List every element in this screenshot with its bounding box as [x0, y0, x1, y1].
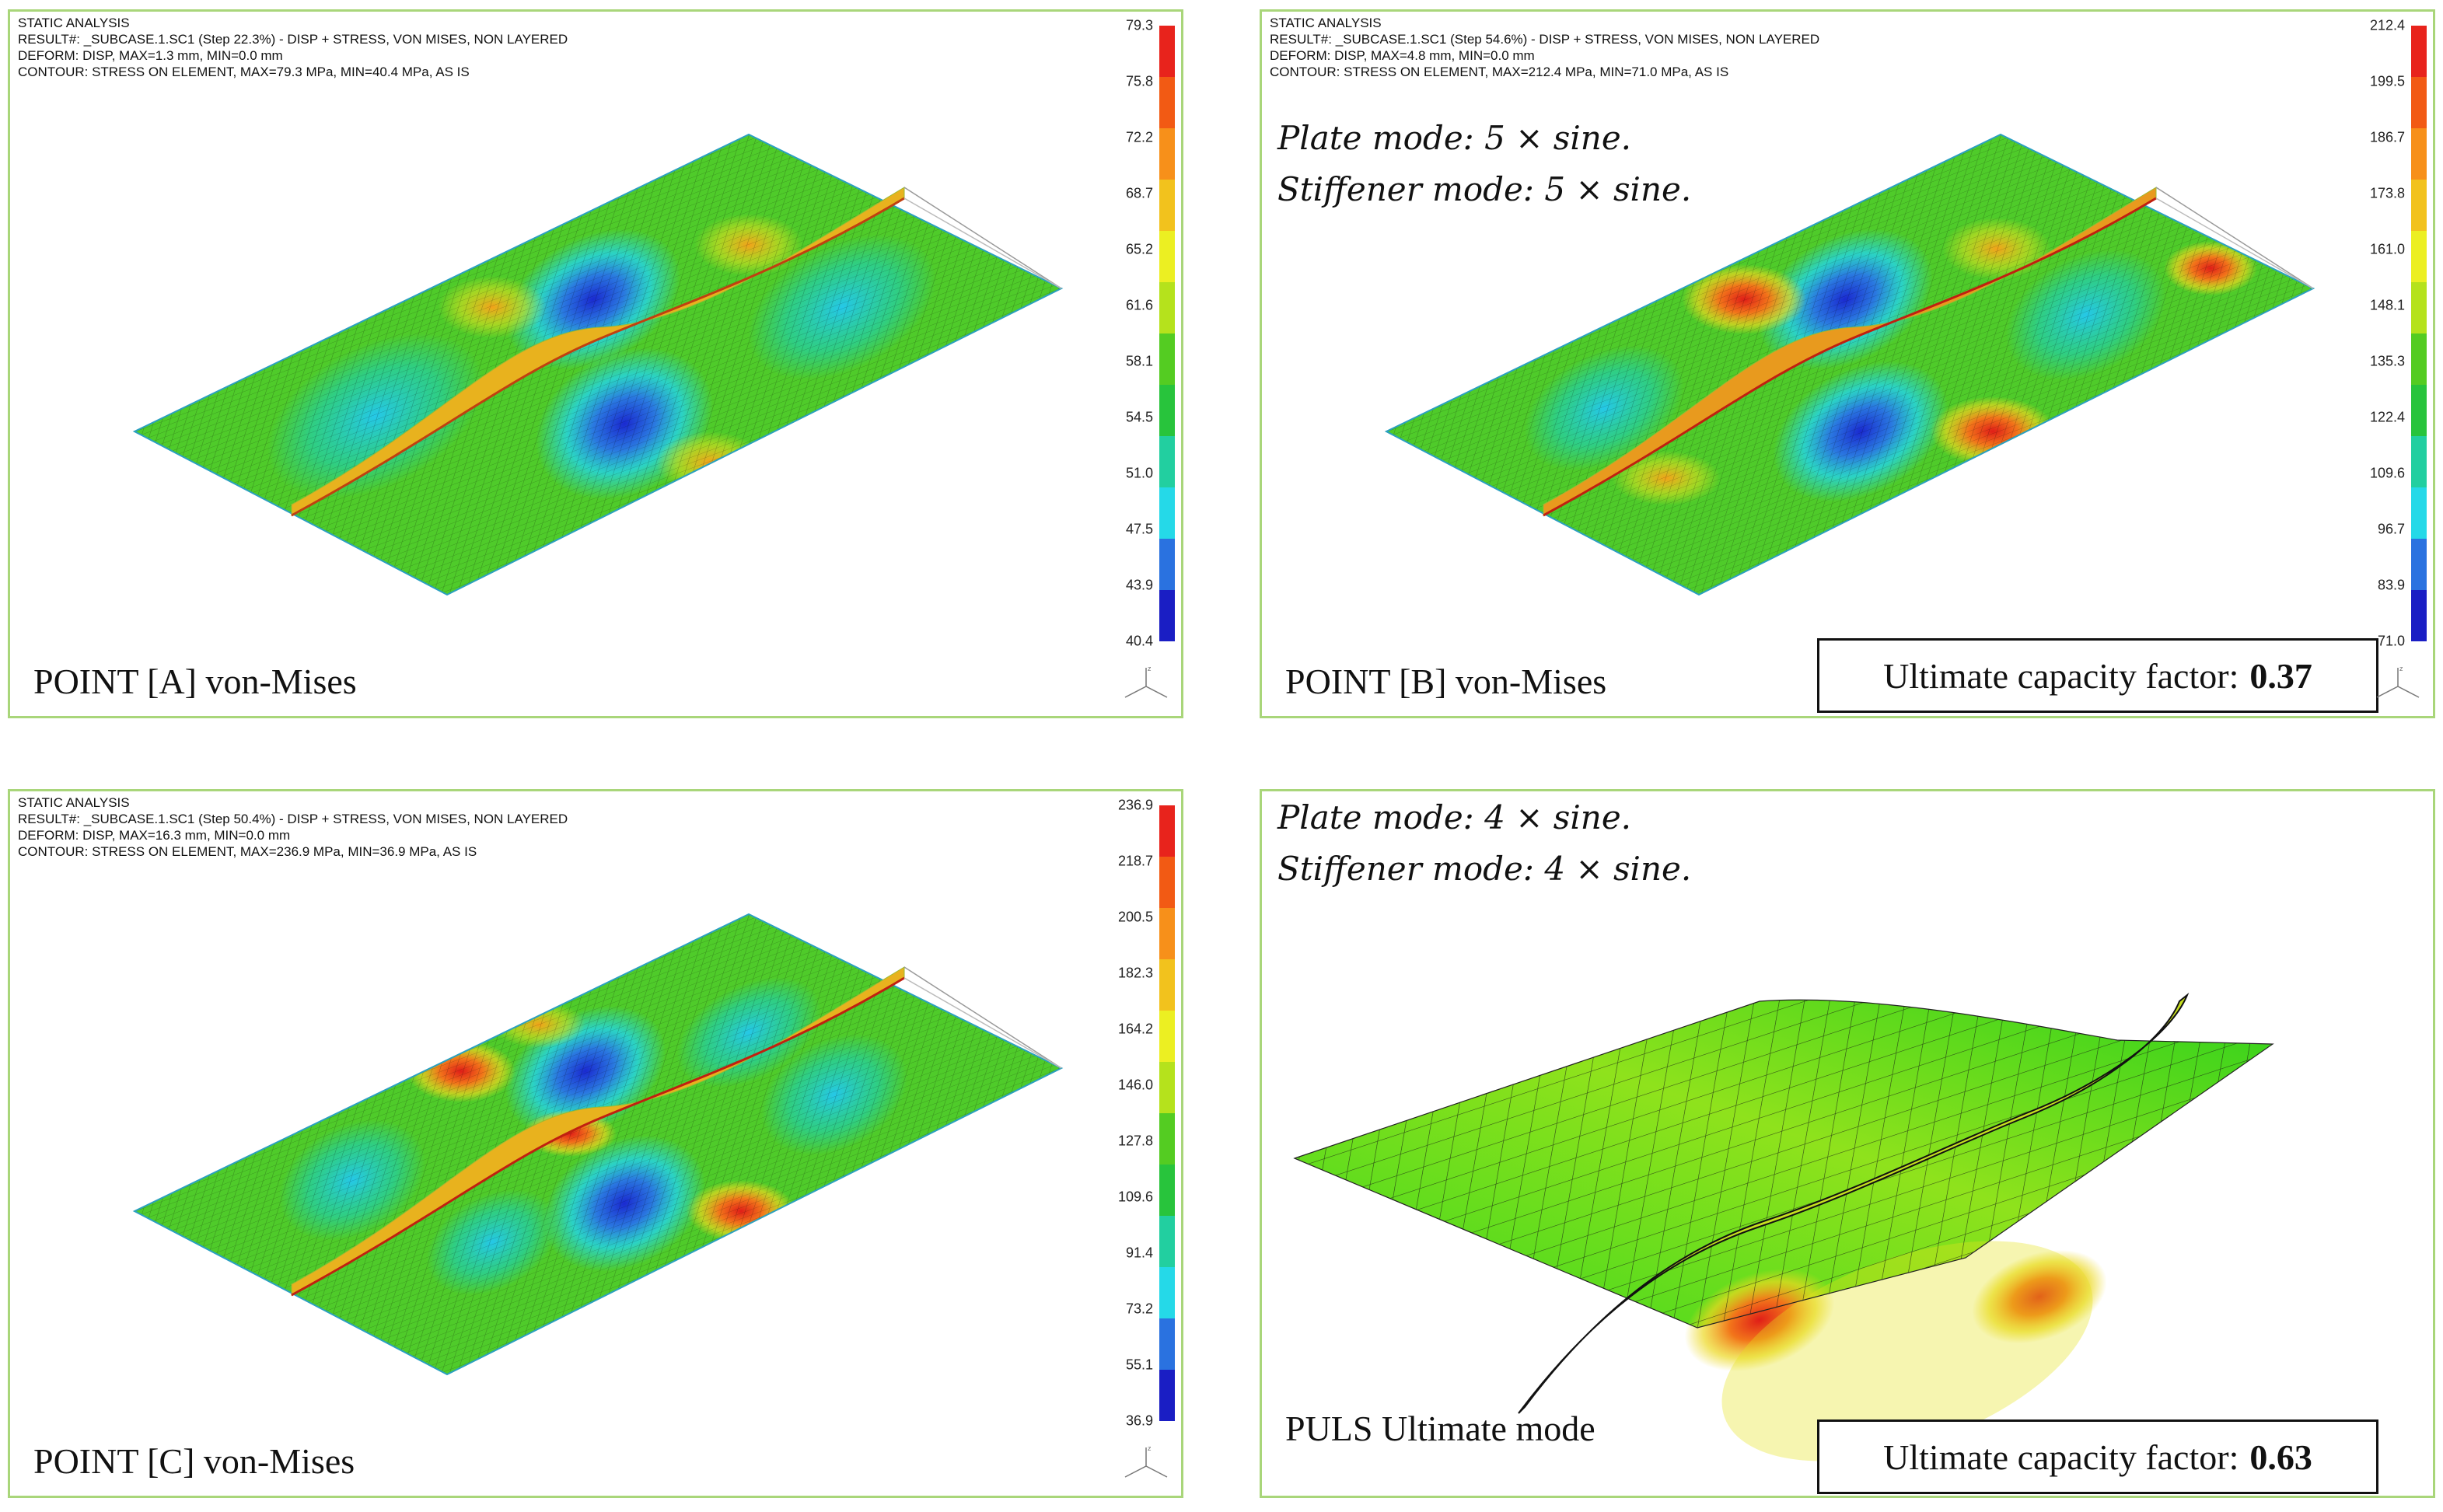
legend-tick: 83.9: [2377, 577, 2405, 593]
legend-tick: 146.0: [1117, 1077, 1153, 1093]
plate-mode-text: Plate mode: 4 × sine.: [1277, 798, 1632, 836]
mode-description: Plate mode: 4 × sine. Stiffener mode: 4 …: [1277, 792, 1691, 895]
result-panel-d: Plate mode: 4 × sine. Stiffener mode: 4 …: [1260, 789, 2435, 1498]
legend-tick: 40.4: [1125, 633, 1153, 649]
capacity-value: 0.37: [2249, 655, 2312, 696]
svg-text:z: z: [1148, 665, 1152, 672]
legend-tick: 75.8: [1125, 73, 1153, 89]
axis-triad-icon: z: [2376, 665, 2420, 698]
legend-tick: 55.1: [1125, 1357, 1153, 1373]
header-line: STATIC ANALYSIS: [1270, 16, 1382, 30]
legend-tick: 164.2: [1117, 1021, 1153, 1037]
header-line: CONTOUR: STRESS ON ELEMENT, MAX=236.9 MP…: [18, 844, 477, 859]
legend-tick: 51.0: [1125, 465, 1153, 481]
capacity-value: 0.63: [2249, 1437, 2312, 1477]
header-line: CONTOUR: STRESS ON ELEMENT, MAX=79.3 MPa…: [18, 65, 470, 79]
legend-tick: 236.9: [1117, 797, 1153, 813]
capacity-label: Ultimate capacity factor:: [1883, 655, 2239, 696]
legend-tick: 109.6: [2369, 465, 2405, 481]
contour-color-bar: [1159, 26, 1175, 641]
puls-mode-plot: [1293, 992, 2274, 1461]
contour-legend: 212.4 199.5 186.7 173.8 161.0 148.1 135.…: [2347, 12, 2433, 716]
legend-tick: 79.3: [1125, 17, 1153, 33]
legend-tick: 72.2: [1125, 129, 1153, 145]
legend-tick: 161.0: [2369, 241, 2405, 257]
header-line: STATIC ANALYSIS: [18, 16, 130, 30]
analysis-header: STATIC ANALYSIS RESULT#: _SUBCASE.1.SC1 …: [1270, 15, 1819, 80]
analysis-header: STATIC ANALYSIS RESULT#: _SUBCASE.1.SC1 …: [18, 15, 568, 80]
stiffener-mode-text: Stiffener mode: 5 × sine.: [1277, 170, 1692, 208]
header-line: STATIC ANALYSIS: [18, 795, 130, 810]
legend-tick: 58.1: [1125, 353, 1153, 369]
legend-tick: 199.5: [2369, 73, 2405, 89]
svg-text:z: z: [2399, 665, 2403, 672]
legend-tick: 61.6: [1125, 297, 1153, 313]
legend-tick: 43.9: [1125, 577, 1153, 593]
legend-tick: 91.4: [1125, 1245, 1153, 1261]
legend-tick: 218.7: [1117, 853, 1153, 869]
contour-color-bar: [1159, 805, 1175, 1421]
stiffener-mode-text: Stiffener mode: 4 × sine.: [1277, 850, 1692, 888]
legend-tick: 135.3: [2369, 353, 2405, 369]
capacity-factor-box: Ultimate capacity factor: 0.63: [1817, 1419, 2378, 1494]
header-line: RESULT#: _SUBCASE.1.SC1 (Step 22.3%) - D…: [18, 32, 568, 47]
legend-tick: 54.5: [1125, 409, 1153, 425]
contour-legend: 79.3 75.8 72.2 68.7 65.2 61.6 58.1 54.5 …: [1096, 12, 1181, 716]
capacity-label: Ultimate capacity factor:: [1883, 1437, 2239, 1477]
legend-tick: 122.4: [2369, 409, 2405, 425]
header-line: DEFORM: DISP, MAX=4.8 mm, MIN=0.0 mm: [1270, 48, 1535, 63]
capacity-factor-box: Ultimate capacity factor: 0.37: [1817, 638, 2378, 713]
contour-legend: 236.9 218.7 200.5 182.3 164.2 146.0 127.…: [1096, 791, 1181, 1496]
result-panel-b: STATIC ANALYSIS RESULT#: _SUBCASE.1.SC1 …: [1260, 9, 2435, 718]
contour-color-bar: [2411, 26, 2427, 641]
result-panel-a: STATIC ANALYSIS RESULT#: _SUBCASE.1.SC1 …: [8, 9, 1183, 718]
legend-tick: 47.5: [1125, 521, 1153, 537]
panel-caption: PULS Ultimate mode: [1285, 1409, 1595, 1448]
header-line: DEFORM: DISP, MAX=1.3 mm, MIN=0.0 mm: [18, 48, 283, 63]
fem-plot-b: [1384, 133, 2315, 596]
header-line: RESULT#: _SUBCASE.1.SC1 (Step 50.4%) - D…: [18, 812, 568, 826]
result-panel-c: STATIC ANALYSIS RESULT#: _SUBCASE.1.SC1 …: [8, 789, 1183, 1498]
legend-tick: 96.7: [2377, 521, 2405, 537]
legend-tick: 65.2: [1125, 241, 1153, 257]
fem-plot-a: [132, 133, 1064, 596]
svg-text:z: z: [1148, 1444, 1152, 1452]
fem-plot-c: [132, 913, 1064, 1376]
legend-tick: 68.7: [1125, 185, 1153, 201]
header-line: RESULT#: _SUBCASE.1.SC1 (Step 54.6%) - D…: [1270, 32, 1820, 47]
panel-caption: POINT [C] von-Mises: [33, 1441, 355, 1481]
legend-tick: 71.0: [2377, 633, 2405, 649]
legend-tick: 148.1: [2369, 297, 2405, 313]
legend-tick: 212.4: [2369, 17, 2405, 33]
mode-description: Plate mode: 5 × sine. Stiffener mode: 5 …: [1277, 113, 1691, 215]
panel-caption: POINT [B] von-Mises: [1285, 662, 1607, 701]
header-line: CONTOUR: STRESS ON ELEMENT, MAX=212.4 MP…: [1270, 65, 1729, 79]
legend-tick: 127.8: [1117, 1133, 1153, 1149]
axis-triad-icon: z: [1124, 665, 1168, 698]
legend-tick: 200.5: [1117, 909, 1153, 925]
header-line: DEFORM: DISP, MAX=16.3 mm, MIN=0.0 mm: [18, 828, 291, 843]
legend-tick: 186.7: [2369, 129, 2405, 145]
legend-tick: 36.9: [1125, 1412, 1153, 1429]
legend-tick: 109.6: [1117, 1189, 1153, 1205]
legend-tick: 173.8: [2369, 185, 2405, 201]
plate-mode-text: Plate mode: 5 × sine.: [1277, 119, 1632, 157]
analysis-header: STATIC ANALYSIS RESULT#: _SUBCASE.1.SC1 …: [18, 794, 568, 860]
legend-tick: 73.2: [1125, 1301, 1153, 1317]
panel-caption: POINT [A] von-Mises: [33, 662, 357, 701]
legend-tick: 182.3: [1117, 965, 1153, 981]
axis-triad-icon: z: [1124, 1444, 1168, 1478]
